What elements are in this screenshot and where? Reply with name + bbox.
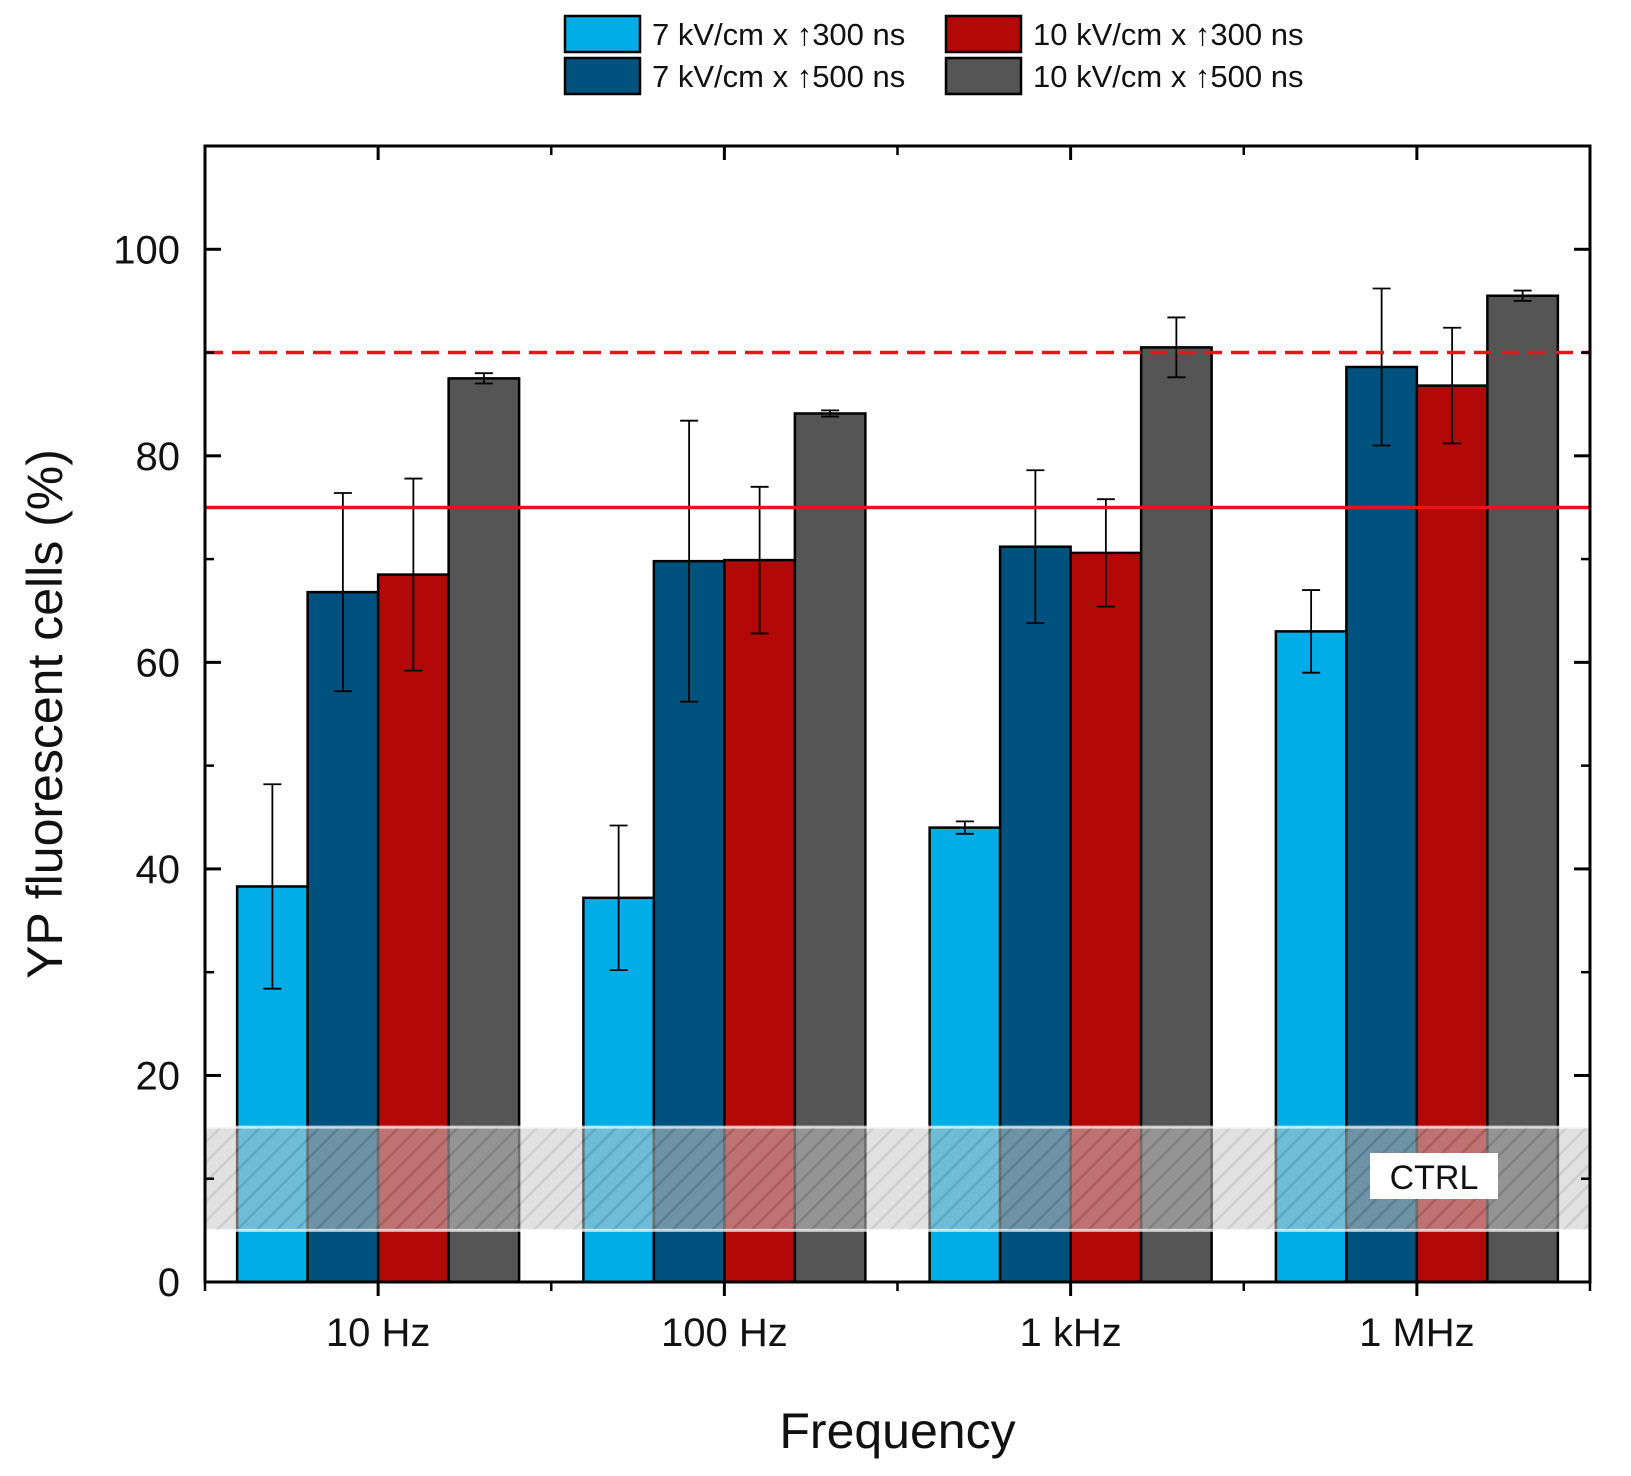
ctrl-label-box: [1370, 1153, 1498, 1199]
y-tick-label: 60: [136, 641, 181, 685]
y-tick-label: 0: [158, 1261, 180, 1305]
x-axis-title: Frequency: [779, 1403, 1015, 1459]
legend-label-1: 7 kV/cm x ↑500 ns: [652, 59, 905, 94]
legend-label-2: 10 kV/cm x ↑300 ns: [1033, 17, 1304, 52]
x-tick-label: 100 Hz: [661, 1311, 788, 1355]
y-tick-label: 20: [136, 1054, 181, 1098]
y-axis-title: YP fluorescent cells (%): [17, 449, 73, 979]
x-tick-label: 10 Hz: [326, 1311, 431, 1355]
legend-swatch-0: [563, 14, 642, 54]
legend-swatch-2: [944, 14, 1023, 54]
axes-layer: 0 20 40 60 80 100 10 Hz 100 Hz 1 kHz 1 MHz Frequen…: [17, 144, 1592, 1459]
ctrl-label: CTRL: [1390, 1159, 1479, 1197]
legend-swatch-1: [563, 56, 642, 96]
legend: 7 kV/cm x ↑300 ns 7 kV/cm x ↑500 ns 10 kV/…: [563, 14, 1304, 96]
y-tick-label: 100: [113, 228, 180, 272]
x-tick-label: 1 MHz: [1359, 1311, 1475, 1355]
control-band: [205, 1127, 1590, 1231]
overlay-layer: CTRL: [205, 350, 1590, 1232]
x-tick-label: 1 kHz: [1020, 1311, 1122, 1355]
legend-swatch-3: [944, 56, 1023, 96]
bar-s3-c3: [1486, 294, 1560, 1284]
y-tick-label: 40: [136, 848, 181, 892]
legend-label-3: 10 kV/cm x ↑500 ns: [1033, 59, 1304, 94]
legend-label-0: 7 kV/cm x ↑300 ns: [652, 17, 905, 52]
y-tick-label: 80: [136, 435, 181, 479]
